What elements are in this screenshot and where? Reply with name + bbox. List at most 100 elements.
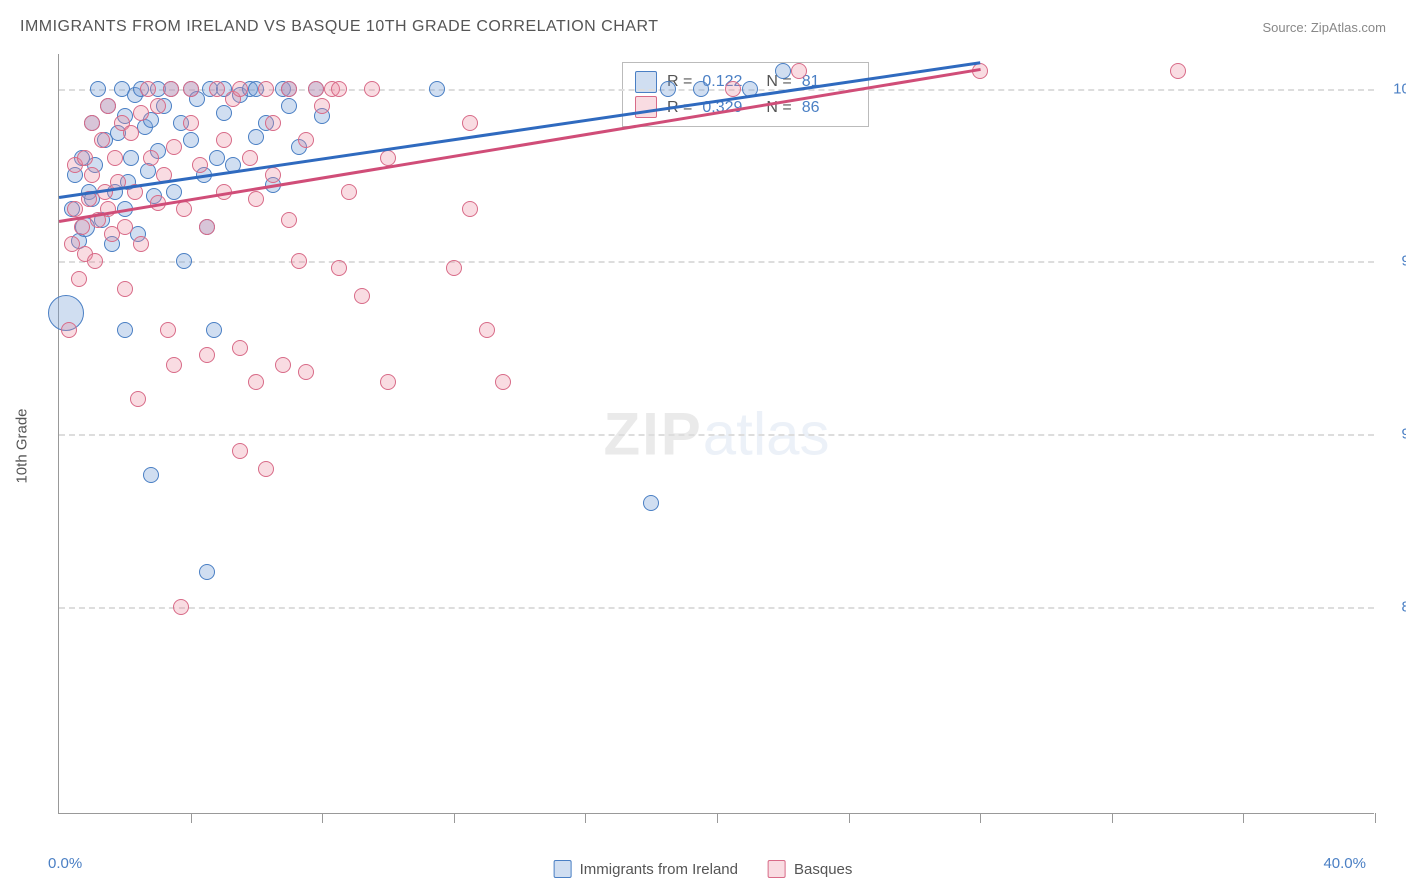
data-point-basques [192, 157, 208, 173]
data-point-basques [166, 139, 182, 155]
x-tick [980, 813, 981, 823]
data-point-basques [150, 98, 166, 114]
data-point-basques [725, 81, 741, 97]
data-point-basques [265, 167, 281, 183]
data-point-basques [107, 150, 123, 166]
source-prefix: Source: [1262, 20, 1310, 35]
x-tick [454, 813, 455, 823]
x-tick [1375, 813, 1376, 823]
data-point-basques [130, 391, 146, 407]
data-point-basques [209, 81, 225, 97]
legend-label-ireland: Immigrants from Ireland [580, 861, 738, 878]
data-point-basques [275, 357, 291, 373]
data-point-basques [248, 374, 264, 390]
data-point-basques [84, 115, 100, 131]
data-point-ireland [429, 81, 445, 97]
data-point-basques [163, 81, 179, 97]
data-point-basques [133, 236, 149, 252]
legend-swatch-ireland [554, 860, 572, 878]
data-point-basques [258, 461, 274, 477]
data-point-basques [281, 81, 297, 97]
data-point-basques [117, 219, 133, 235]
y-tick-label: 95.0% [1401, 253, 1406, 270]
data-point-basques [364, 81, 380, 97]
x-tick [1243, 813, 1244, 823]
data-point-basques [791, 63, 807, 79]
data-point-basques [298, 364, 314, 380]
data-point-basques [479, 322, 495, 338]
data-point-basques [140, 81, 156, 97]
data-point-basques [1170, 63, 1186, 79]
data-point-basques [100, 98, 116, 114]
data-point-basques [183, 115, 199, 131]
y-tick-label: 100.0% [1393, 80, 1406, 97]
data-point-ireland [140, 163, 156, 179]
x-tick [1112, 813, 1113, 823]
data-point-basques [173, 599, 189, 615]
data-point-basques [67, 201, 83, 217]
data-point-basques [199, 347, 215, 363]
data-point-ireland [143, 467, 159, 483]
data-point-basques [462, 115, 478, 131]
data-point-basques [380, 374, 396, 390]
data-point-basques [84, 167, 100, 183]
gridline [59, 261, 1374, 263]
chart-title: IMMIGRANTS FROM IRELAND VS BASQUE 10TH G… [20, 18, 659, 36]
plot-area: ZIPatlas R = 0.122N = 81R = 0.329N = 86 … [58, 54, 1374, 814]
data-point-basques [354, 288, 370, 304]
gridline [59, 607, 1374, 609]
x-tick [322, 813, 323, 823]
data-point-basques [265, 115, 281, 131]
y-tick-label: 85.0% [1401, 598, 1406, 615]
data-point-basques [258, 81, 274, 97]
legend-item-basques: Basques [768, 860, 852, 878]
data-point-basques [380, 150, 396, 166]
source-name: ZipAtlas.com [1311, 20, 1386, 35]
data-point-basques [248, 191, 264, 207]
data-point-basques [74, 219, 90, 235]
data-point-basques [199, 219, 215, 235]
gridline [59, 434, 1374, 436]
data-point-ireland [248, 129, 264, 145]
data-point-basques [308, 81, 324, 97]
data-point-basques [281, 212, 297, 228]
x-tick [191, 813, 192, 823]
data-point-basques [298, 132, 314, 148]
data-point-ireland [693, 81, 709, 97]
data-point-basques [462, 201, 478, 217]
x-tick [585, 813, 586, 823]
data-point-basques [495, 374, 511, 390]
data-point-ireland [216, 105, 232, 121]
x-axis-min-label: 0.0% [48, 855, 82, 872]
x-axis-max-label: 40.0% [1323, 855, 1366, 872]
data-point-ireland [176, 253, 192, 269]
data-point-ireland [123, 150, 139, 166]
data-point-ireland [206, 322, 222, 338]
data-point-ireland [117, 322, 133, 338]
data-point-basques [232, 81, 248, 97]
data-point-basques [94, 132, 110, 148]
data-point-ireland [660, 81, 676, 97]
legend-label-basques: Basques [794, 861, 852, 878]
legend-swatch-basques [768, 860, 786, 878]
data-point-ireland [209, 150, 225, 166]
data-point-basques [143, 150, 159, 166]
data-point-basques [331, 81, 347, 97]
data-point-ireland [166, 184, 182, 200]
data-point-ireland [281, 98, 297, 114]
chart-container: IMMIGRANTS FROM IRELAND VS BASQUE 10TH G… [0, 0, 1406, 892]
y-axis-title: 10th Grade [14, 408, 31, 483]
data-point-basques [160, 322, 176, 338]
legend-item-ireland: Immigrants from Ireland [554, 860, 738, 878]
data-point-basques [232, 443, 248, 459]
data-point-basques [446, 260, 462, 276]
data-point-basques [123, 125, 139, 141]
data-point-basques [71, 271, 87, 287]
x-tick [849, 813, 850, 823]
data-point-basques [117, 281, 133, 297]
data-point-basques [77, 150, 93, 166]
data-point-basques [341, 184, 357, 200]
data-point-basques [314, 98, 330, 114]
data-point-basques [216, 132, 232, 148]
y-tick-label: 90.0% [1401, 426, 1406, 443]
